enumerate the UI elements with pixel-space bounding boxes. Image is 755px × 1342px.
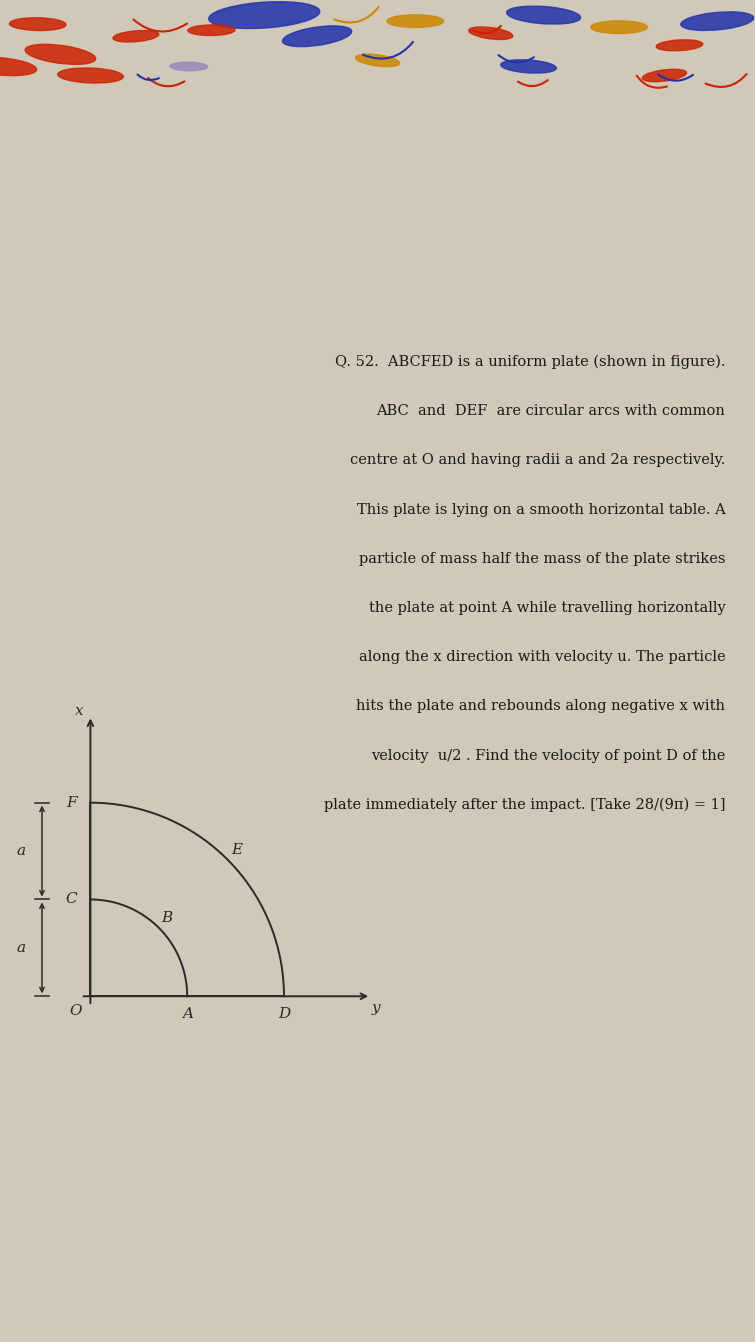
Ellipse shape: [25, 44, 96, 64]
Ellipse shape: [208, 1, 320, 28]
Text: centre at O and having radii a and 2a respectively.: centre at O and having radii a and 2a re…: [350, 454, 726, 467]
Text: a: a: [16, 941, 25, 956]
Ellipse shape: [681, 12, 753, 31]
Ellipse shape: [356, 54, 399, 67]
Text: This plate is lying on a smooth horizontal table. A: This plate is lying on a smooth horizont…: [356, 503, 726, 517]
Text: ABC  and  DEF  are circular arcs with common: ABC and DEF are circular arcs with commo…: [377, 404, 726, 419]
Text: O: O: [69, 1004, 82, 1017]
Text: E: E: [232, 843, 242, 856]
Text: B: B: [161, 911, 172, 925]
Text: along the x direction with velocity u. The particle: along the x direction with velocity u. T…: [359, 651, 726, 664]
Ellipse shape: [188, 25, 235, 35]
Text: D: D: [278, 1006, 290, 1021]
Text: hits the plate and rebounds along negative x with: hits the plate and rebounds along negati…: [356, 699, 726, 714]
Text: x: x: [75, 703, 83, 718]
Ellipse shape: [282, 25, 352, 47]
Ellipse shape: [591, 21, 647, 34]
Ellipse shape: [170, 62, 208, 71]
Text: particle of mass half the mass of the plate strikes: particle of mass half the mass of the pl…: [359, 552, 726, 566]
Ellipse shape: [656, 40, 703, 51]
Text: y: y: [371, 1001, 381, 1015]
Text: F: F: [66, 796, 76, 809]
Ellipse shape: [57, 68, 124, 83]
Text: C: C: [65, 892, 77, 906]
Text: velocity  u/2 . Find the velocity of point D of the: velocity u/2 . Find the velocity of poin…: [371, 749, 726, 762]
Ellipse shape: [469, 27, 513, 39]
Text: plate immediately after the impact. [Take 28/(9π) = 1]: plate immediately after the impact. [Tak…: [324, 798, 726, 812]
Text: Q. 52.  ABCFED is a uniform plate (shown in figure).: Q. 52. ABCFED is a uniform plate (shown …: [335, 356, 726, 369]
Text: the plate at point A while travelling horizontally: the plate at point A while travelling ho…: [368, 601, 726, 615]
Text: a: a: [16, 844, 25, 858]
Text: A: A: [182, 1006, 193, 1021]
Ellipse shape: [387, 15, 443, 27]
Ellipse shape: [10, 17, 66, 31]
Ellipse shape: [507, 7, 581, 24]
Ellipse shape: [0, 58, 36, 75]
Ellipse shape: [643, 70, 686, 82]
Ellipse shape: [501, 60, 556, 72]
Ellipse shape: [113, 31, 159, 42]
